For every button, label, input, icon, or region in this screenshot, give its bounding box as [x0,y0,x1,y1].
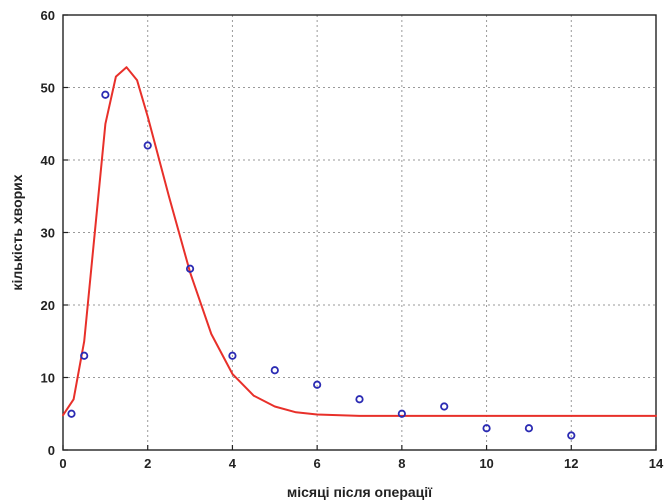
x-tick-label: 4 [229,456,237,471]
data-point [228,351,237,360]
data-point [270,366,279,375]
data-point [185,264,195,273]
y-tick-label: 20 [41,298,55,313]
x-tick-label: 12 [564,456,578,471]
data-point [101,90,110,99]
x-tick-labels: 0 2 4 6 8 10 12 14 [59,456,664,471]
y-axis-title: кількість хворих [9,174,25,290]
y-tick-label: 30 [41,226,55,241]
y-tick-label: 50 [41,81,55,96]
x-tick-label: 2 [144,456,151,471]
data-point [482,424,491,433]
fit-curve [62,66,657,417]
x-tick-label: 10 [479,456,493,471]
grid [63,15,656,450]
x-tick-label: 14 [649,456,664,471]
y-tick-labels: 0 10 20 30 40 50 60 [41,8,55,458]
data-points [67,90,576,440]
x-tick-label: 8 [398,456,405,471]
data-point [313,380,322,389]
data-point [567,431,576,440]
y-tick-label: 40 [41,153,55,168]
data-point [355,395,364,404]
y-tick-label: 0 [48,443,55,458]
data-point [67,409,76,418]
x-tick-label: 0 [59,456,66,471]
ticks [62,14,657,451]
data-point [80,351,89,360]
x-tick-label: 6 [314,456,321,471]
y-tick-label: 10 [41,371,55,386]
data-point [440,402,449,411]
data-point [143,141,152,150]
data-point [397,409,406,418]
x-axis-title: місяці після операції [287,484,433,500]
y-tick-label: 60 [41,8,55,23]
data-point [524,424,534,433]
